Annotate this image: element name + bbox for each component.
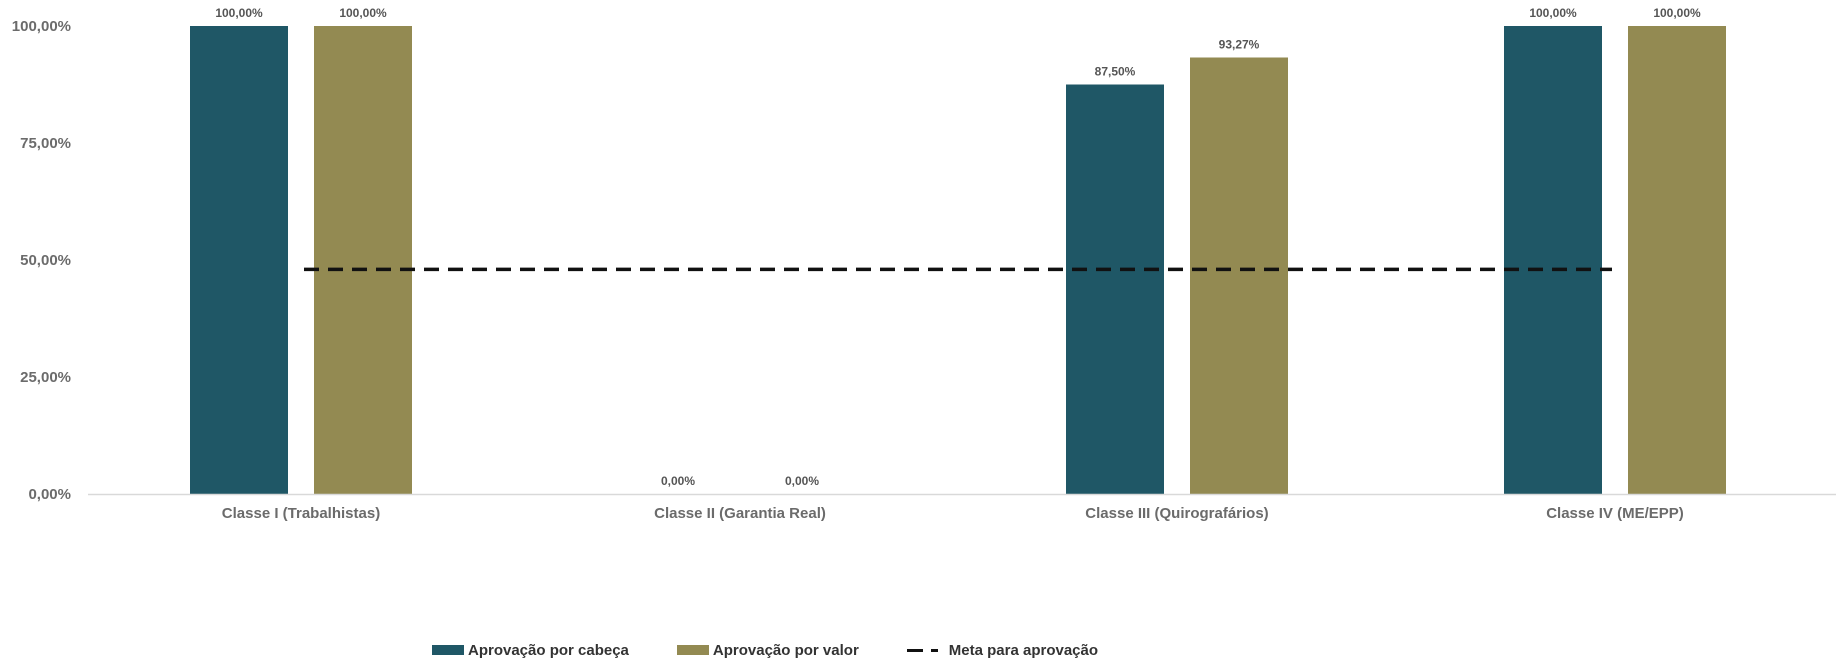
bar-chart: 0,00%25,00%50,00%75,00%100,00% 100,00%0,…	[12, 6, 1836, 522]
legend-label-valor: Aprovação por valor	[712, 641, 859, 659]
y-tick-label: 0,00%	[28, 486, 71, 503]
legend-label-cabeca: Aprovação por cabeça	[468, 641, 629, 659]
y-tick-label: 50,00%	[20, 252, 71, 269]
bar-cabeca	[190, 26, 288, 494]
bars	[190, 26, 1726, 494]
legend-label-meta: Meta para aprovação	[948, 641, 1099, 659]
bar-valor	[1628, 26, 1726, 494]
data-label: 87,50%	[1095, 65, 1136, 79]
y-tick-label: 75,00%	[20, 135, 71, 152]
category-label: Classe IV (ME/EPP)	[1546, 505, 1684, 522]
bar-valor	[314, 26, 412, 494]
category-labels: Classe I (Trabalhistas) Classe II (Garant…	[222, 505, 1684, 522]
data-label: 100,00%	[1529, 6, 1577, 20]
y-axis-ticks: 0,00% 25,00% 50,00% 75,00% 100,00%	[12, 18, 71, 503]
category-label: Classe III (Quirografários)	[1085, 505, 1268, 522]
data-label: 100,00%	[1653, 6, 1701, 20]
legend-item-valor: Aprovação por valor	[676, 641, 859, 659]
data-label: 0,00%	[661, 474, 695, 488]
legend-swatch-valor	[676, 645, 709, 655]
bar-valor	[1190, 57, 1288, 494]
y-tick-label: 100,00%	[12, 18, 71, 35]
data-label: 0,00%	[785, 474, 819, 488]
legend-dash-meta	[906, 645, 943, 655]
data-labels: 100,00% 0,00% 87,50% 100,00% 100,00% 0,00% 93,…	[215, 6, 1701, 488]
y-tick-label: 25,00%	[20, 369, 71, 386]
bar-cabeca	[1504, 26, 1602, 494]
category-label: Classe I (Trabalhistas)	[222, 505, 380, 522]
data-label: 100,00%	[339, 6, 387, 20]
legend: Aprovação por cabeça Aprovação por valor…	[432, 640, 1146, 660]
legend-item-meta: Meta para aprovação	[906, 641, 1099, 659]
data-label: 100,00%	[215, 6, 263, 20]
category-label: Classe II (Garantia Real)	[654, 505, 826, 522]
legend-item-cabeca: Aprovação por cabeça	[432, 642, 629, 659]
data-label: 93,27%	[1219, 37, 1260, 51]
bar-cabeca	[1066, 84, 1164, 494]
legend-swatch-cabeca	[432, 645, 464, 655]
